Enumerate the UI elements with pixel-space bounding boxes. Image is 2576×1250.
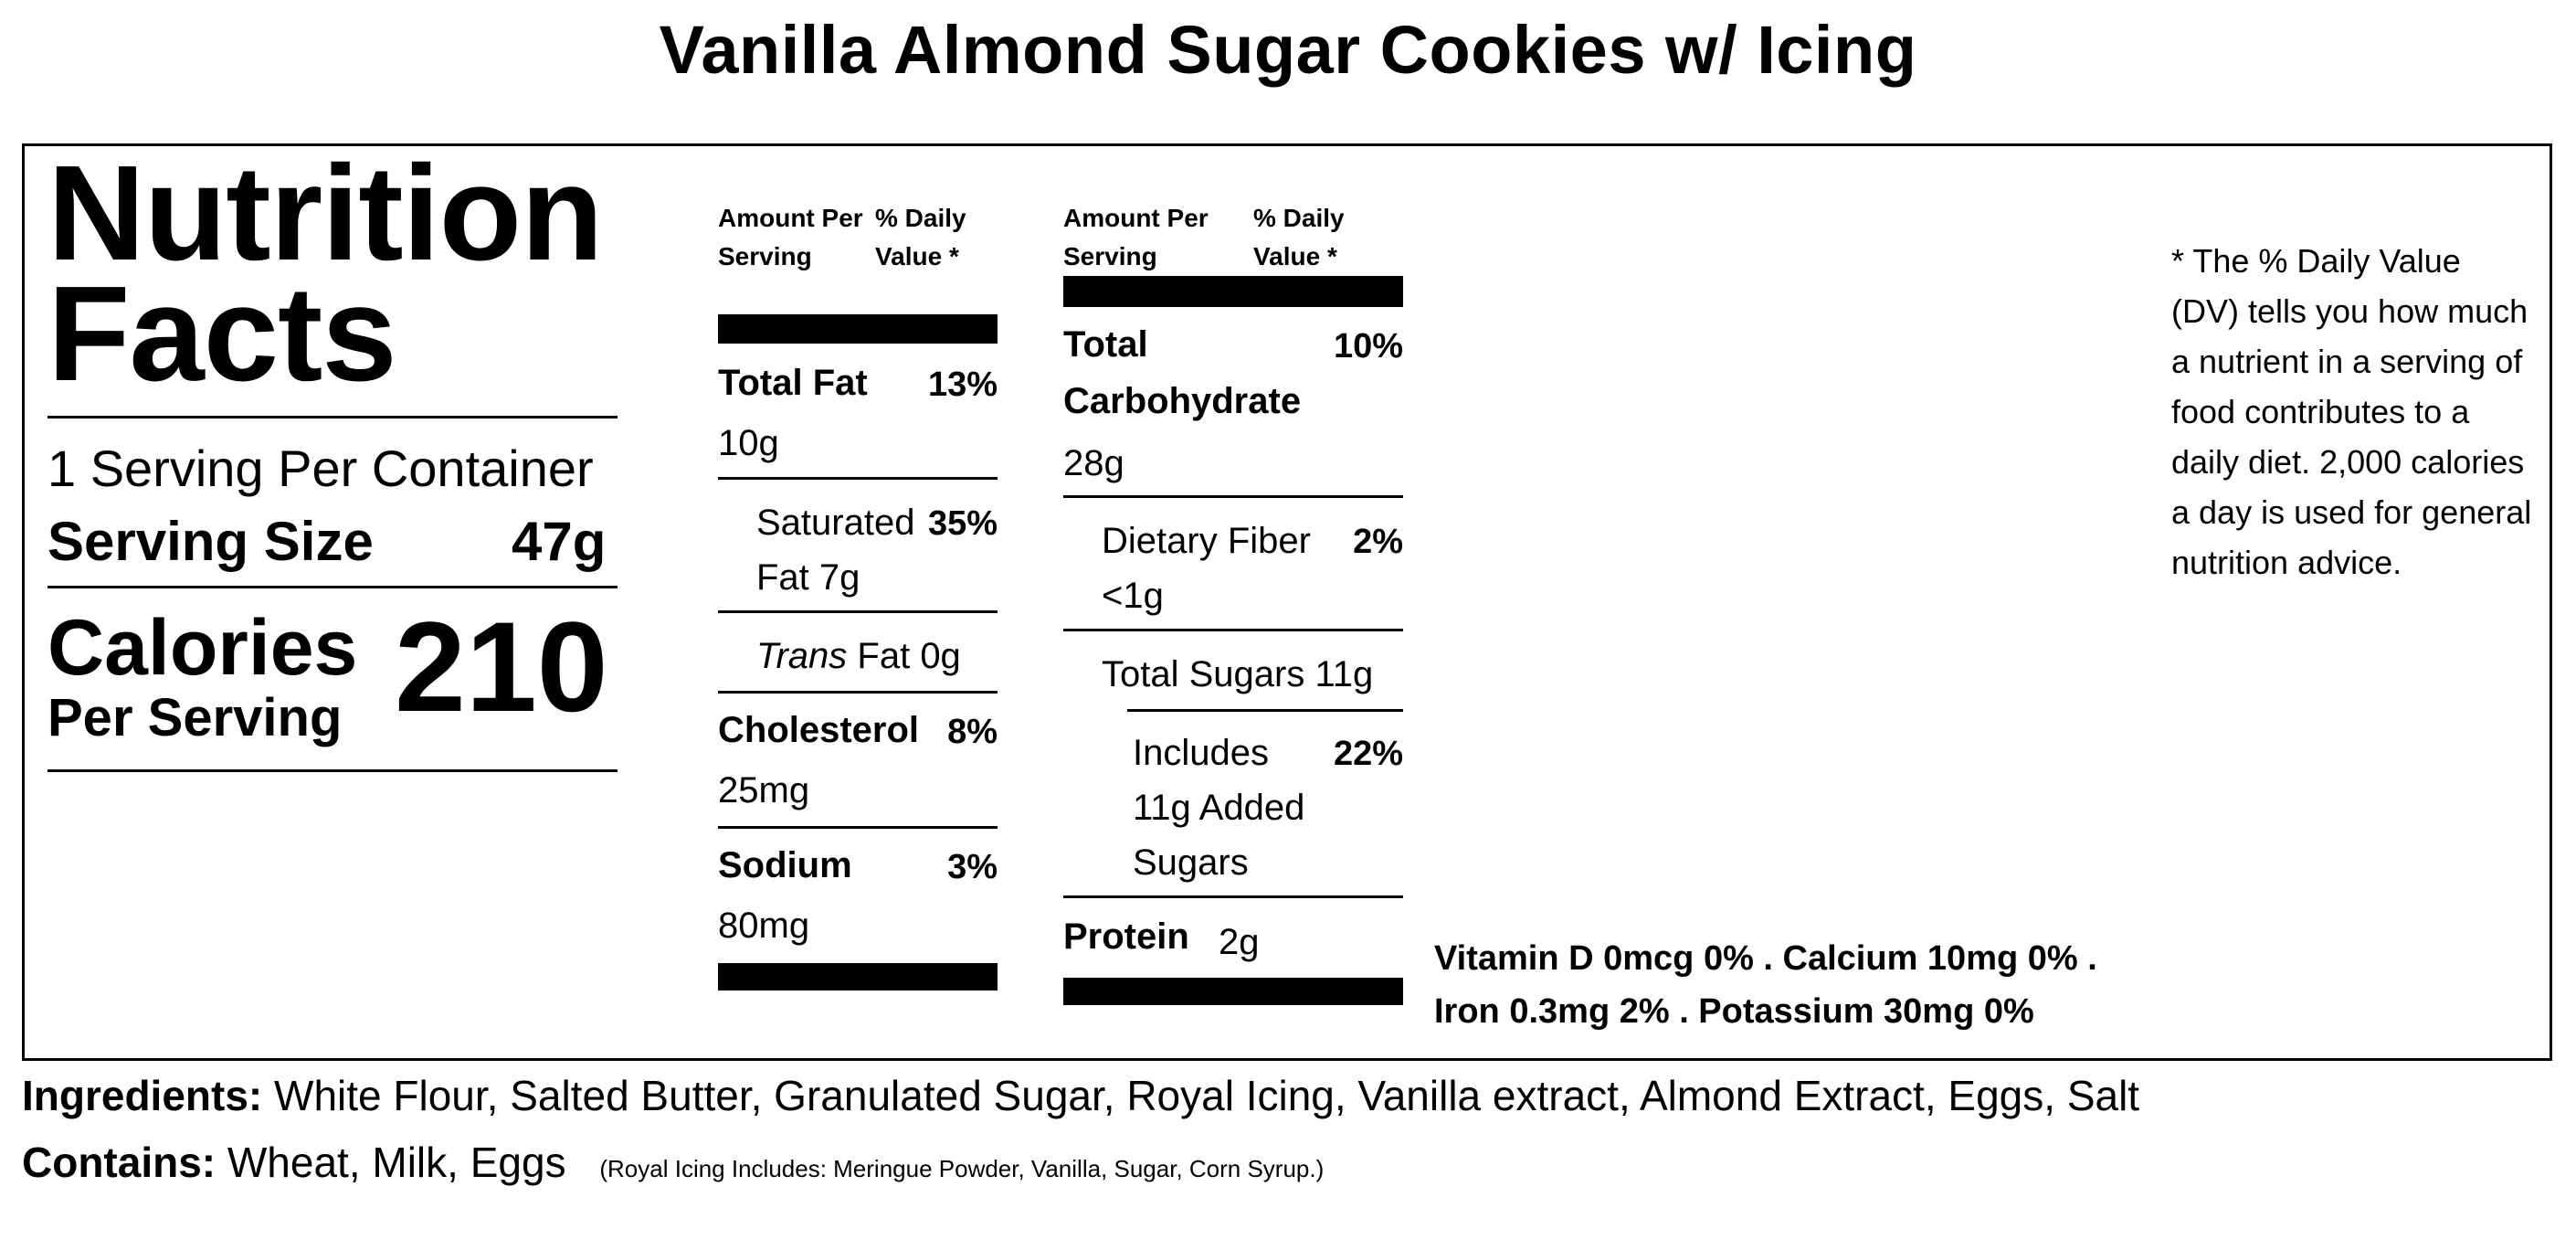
ingredients-line: Ingredients: White Flour, Salted Butter,… [22, 1071, 2139, 1120]
total-fat-name: Total Fat [718, 363, 868, 403]
divider [48, 416, 618, 418]
calories-per-serving-label: Per Serving [48, 688, 343, 747]
trans-fat-italic: Trans [756, 636, 848, 676]
divider [1063, 895, 1403, 898]
divider [718, 610, 998, 613]
total-carbohydrate-name: Total Carbohydrate [1063, 324, 1302, 421]
column2-bottom-bar [1063, 978, 1403, 1005]
saturated-fat-pct: 35% [927, 504, 998, 543]
page-title: Vanilla Almond Sugar Cookies w/ Icing [659, 12, 1917, 88]
nutrition-label-box [22, 143, 2552, 1061]
servings-per-container: 1 Serving Per Container [48, 440, 594, 497]
saturated-fat-name: Saturated Fat 7g [756, 503, 915, 598]
divider [48, 586, 618, 588]
protein-name: Protein [1063, 916, 1189, 957]
serving-size-label: Serving Size [48, 511, 374, 572]
contains-line: Contains: Wheat, Milk, Eggs (Royal Icing… [22, 1138, 1324, 1187]
royal-icing-note: (Royal Icing Includes: Meringue Powder, … [599, 1155, 1325, 1182]
trans-fat-rest: Fat 0g [857, 636, 961, 676]
cholesterol-name: Cholesterol [718, 710, 920, 750]
total-fat-pct: 13% [927, 365, 998, 404]
total-carbohydrate-amount: 28g [1063, 443, 1124, 483]
cholesterol-amount: 25mg [718, 770, 810, 810]
column2-amount-header: Amount Per Serving [1063, 204, 1209, 270]
ingredients-text: White Flour, Salted Butter, Granulated S… [274, 1072, 2140, 1119]
divider [718, 826, 998, 829]
contains-label: Contains: [22, 1139, 216, 1186]
added-sugars-pct: 22% [1333, 735, 1403, 773]
column1-top-bar [718, 314, 998, 344]
divider [1127, 709, 1403, 712]
total-sugars-name: Total Sugars 11g [1102, 654, 1374, 694]
daily-value-footnote: * The % Daily Value (DV) tells you how m… [2171, 242, 2532, 581]
nutrition-facts-heading-text: Nutrition Facts [48, 138, 604, 409]
calories-value: 210 [395, 595, 608, 738]
added-sugars-name: Includes 11g Added Sugars [1133, 733, 1305, 883]
divider [718, 691, 998, 694]
sodium-amount: 80mg [718, 906, 810, 946]
total-carbohydrate-pct: 10% [1333, 327, 1403, 365]
divider [1063, 495, 1403, 498]
serving-size-value: 47g [512, 511, 607, 572]
column2-top-bar [1063, 276, 1403, 307]
total-fat-amount: 10g [718, 423, 779, 463]
column1-bottom-bar [718, 963, 998, 990]
trans-fat-row: Trans Fat 0g [756, 629, 961, 683]
calories-label: Calories [48, 604, 358, 692]
nutrition-facts-heading: Nutrition Facts [48, 138, 604, 409]
column2-daily-value-header: % Daily Value * [1253, 204, 1345, 270]
protein-amount: 2g [1219, 922, 1260, 962]
divider [1063, 629, 1403, 631]
cholesterol-pct: 8% [947, 713, 998, 751]
dietary-fiber-pct: 2% [1353, 523, 1403, 561]
sodium-pct: 3% [947, 848, 998, 886]
column1-amount-header: Amount Per Serving [718, 204, 863, 270]
ingredients-label: Ingredients: [22, 1072, 263, 1119]
dietary-fiber-name: Dietary Fiber <1g [1102, 521, 1311, 616]
contains-text: Wheat, Milk, Eggs [227, 1139, 566, 1186]
sodium-name: Sodium [718, 845, 852, 885]
vitamins-minerals: Vitamin D 0mcg 0% . Calcium 10mg 0% . Ir… [1434, 939, 2097, 1031]
column1-daily-value-header: % Daily Value * [875, 204, 966, 270]
divider [718, 477, 998, 480]
divider [48, 769, 618, 772]
